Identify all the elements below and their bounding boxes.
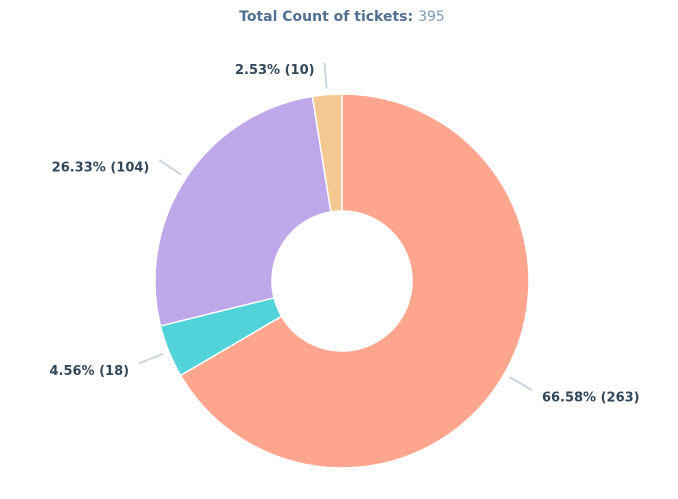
title-text: Total Count of tickets: — [239, 9, 413, 25]
data-label: 66.58% (263) — [542, 390, 640, 405]
title-total: 395 — [418, 9, 445, 25]
leader-line — [508, 376, 533, 391]
data-label: 26.33% (104) — [52, 161, 150, 176]
leader-line — [138, 352, 164, 365]
slice — [311, 93, 343, 213]
leader-line — [158, 159, 182, 176]
chart-title: Total Count of tickets: 395 — [239, 9, 445, 25]
data-label: 2.53% (10) — [235, 63, 315, 78]
data-label: 4.56% (18) — [49, 364, 129, 379]
slice — [179, 93, 530, 469]
leader-line — [323, 62, 328, 89]
slice — [154, 95, 332, 327]
